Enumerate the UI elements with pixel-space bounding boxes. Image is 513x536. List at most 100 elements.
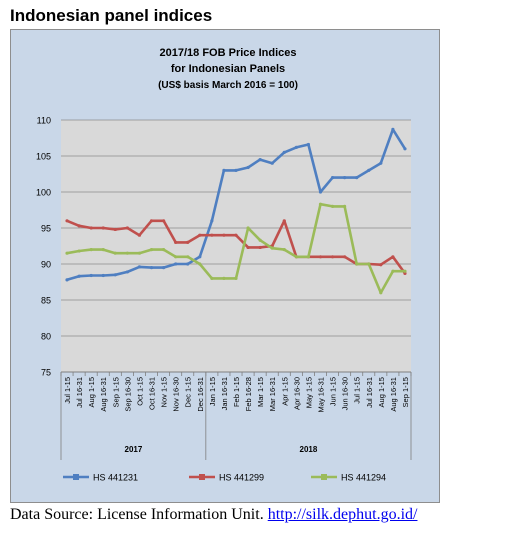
data-point [149, 248, 154, 252]
data-point [343, 255, 347, 259]
x-tick-label: Jun 1-15 [329, 377, 338, 406]
data-point [89, 273, 93, 278]
x-tick-label: Jul 1-15 [63, 377, 72, 404]
x-tick-label: Oct 1-15 [135, 377, 144, 406]
data-point [161, 266, 166, 270]
x-tick-label: Nov 1-15 [160, 377, 169, 407]
x-tick-label: Dec 1-15 [184, 377, 193, 407]
data-point [246, 165, 250, 170]
data-point [367, 168, 371, 172]
legend-marker [199, 474, 205, 480]
data-point [367, 262, 371, 266]
data-point [222, 168, 226, 172]
chart-frame: 2017/18 FOB Price Indices for Indonesian… [10, 29, 440, 503]
data-point [306, 255, 311, 259]
legend-marker [73, 474, 79, 480]
data-point [391, 269, 395, 273]
data-point [174, 262, 178, 266]
data-point [101, 226, 105, 230]
legend-label: HS 441231 [93, 473, 138, 483]
data-point [330, 204, 335, 208]
x-tick-label: Sep 1-15 [111, 377, 120, 407]
data-point [343, 176, 347, 180]
x-tick-label: Apr 16-30 [292, 377, 301, 410]
data-point [318, 202, 323, 206]
data-point [89, 226, 93, 230]
data-point [282, 150, 286, 154]
x-tick-label: Mar 16-31 [268, 377, 277, 411]
data-point [222, 276, 226, 280]
data-point [379, 291, 383, 295]
data-point [174, 240, 178, 244]
y-tick-label: 95 [41, 224, 51, 234]
plot-area [61, 120, 411, 372]
x-tick-label: Mar 1-15 [256, 377, 265, 407]
data-point [330, 255, 335, 259]
data-point [186, 240, 190, 244]
legend-label: HS 441299 [219, 473, 264, 483]
year-group-label: 2018 [300, 445, 318, 454]
x-tick-label: May 16-31 [316, 377, 325, 412]
x-tick-label: Jan 1-15 [208, 377, 217, 406]
data-point [355, 176, 359, 180]
y-tick-label: 75 [41, 368, 51, 378]
data-point [198, 255, 202, 259]
data-source-note: Data Source: License Information Unit. h… [10, 506, 417, 524]
legend-label: HS 441294 [341, 473, 386, 483]
data-point [149, 219, 154, 223]
data-point [246, 226, 250, 230]
data-point [210, 276, 214, 280]
data-point [403, 269, 407, 273]
x-tick-label: Jan 16-31 [220, 377, 229, 410]
x-tick-label: Aug 16-31 [389, 377, 398, 412]
x-tick-label: Jul 16-31 [365, 377, 374, 408]
data-point [330, 176, 335, 180]
data-point [65, 219, 69, 223]
data-point [343, 204, 347, 208]
data-point [379, 263, 383, 267]
data-point [198, 262, 202, 266]
data-point [234, 168, 238, 172]
legend-marker [321, 474, 327, 480]
x-tick-label: Sep 16-30 [123, 377, 132, 412]
data-point [234, 233, 238, 237]
data-point [210, 219, 214, 223]
data-point [161, 219, 166, 223]
x-tick-label: Jul 1-15 [353, 377, 362, 404]
data-source-link[interactable]: http://silk.dephut.go.id/ [267, 506, 418, 523]
x-tick-label: Sep 1-15 [401, 377, 410, 407]
line-chart: 2017/18 FOB Price Indices for Indonesian… [11, 30, 439, 502]
data-point [282, 248, 286, 252]
y-tick-label: 90 [41, 260, 51, 270]
data-point [294, 145, 298, 149]
data-point [65, 278, 69, 282]
legend: HS 441231 HS 441299 HS 441294 [63, 473, 386, 483]
data-point [161, 248, 166, 252]
data-point [125, 226, 129, 230]
data-point [137, 251, 142, 255]
data-point [379, 161, 383, 165]
data-point [149, 266, 154, 270]
x-tick-label: Jul 16-31 [75, 377, 84, 408]
data-point [198, 233, 202, 237]
x-tick-label: Apr 1-15 [280, 377, 289, 406]
x-tick-label: Feb 16-28 [244, 377, 253, 411]
data-point [125, 270, 129, 274]
data-point [77, 274, 81, 278]
data-point [113, 273, 117, 277]
data-point [234, 276, 238, 280]
data-point [391, 127, 395, 131]
y-tick-label: 110 [37, 116, 51, 126]
x-tick-label: Aug 16-31 [99, 377, 108, 412]
data-point [77, 249, 81, 253]
data-point [222, 233, 226, 237]
chart-title-line-1: 2017/18 FOB Price Indices [160, 47, 297, 59]
x-tick-label: Aug 1-15 [87, 377, 96, 407]
data-point [137, 265, 142, 269]
data-source-text: Data Source: License Information Unit. [10, 506, 264, 523]
data-point [174, 255, 178, 259]
data-point [318, 255, 323, 259]
year-group-label: 2017 [125, 445, 143, 454]
data-point [65, 251, 69, 255]
